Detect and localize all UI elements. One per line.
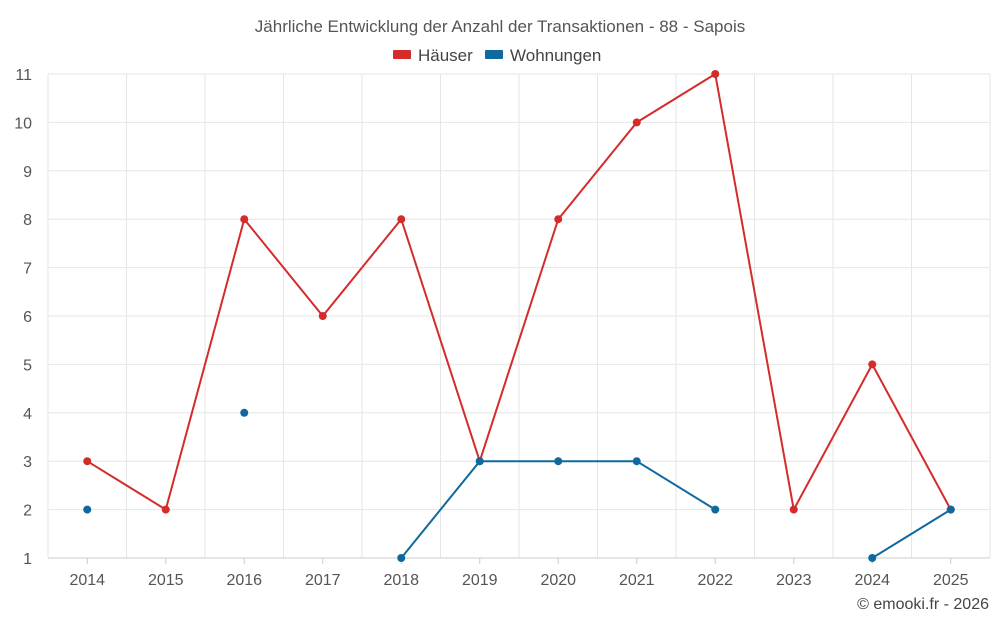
point-wohnungen-2022[interactable] bbox=[711, 505, 720, 514]
point-wohnungen-2018[interactable] bbox=[397, 554, 406, 562]
series-line-haeuser-0 bbox=[86, 73, 952, 511]
y-tick-label-6: 6 bbox=[23, 309, 32, 326]
point-wohnungen-2014[interactable] bbox=[83, 505, 92, 514]
series-line-wohnungen-3 bbox=[871, 508, 952, 559]
point-wohnungen-2020[interactable] bbox=[554, 457, 563, 466]
x-tick-label-2023: 2023 bbox=[776, 572, 812, 589]
point-haeuser-2023[interactable] bbox=[789, 505, 798, 514]
legend-label-wohnungen: Wohnungen bbox=[510, 46, 601, 65]
y-tick-label-8: 8 bbox=[23, 212, 32, 229]
legend-label-haeuser: Häuser bbox=[418, 46, 473, 65]
x-tick-label-2024: 2024 bbox=[854, 572, 890, 589]
chart-title: Jährliche Entwicklung der Anzahl der Tra… bbox=[255, 17, 745, 36]
axes: 1 2 3 4 5 6 7 8 9 10 11 2014 2015 2016 2017 2018 2019 202… bbox=[14, 67, 990, 589]
point-haeuser-2014[interactable] bbox=[83, 457, 92, 466]
gridlines bbox=[47, 73, 991, 558]
y-tick-label-9: 9 bbox=[23, 164, 32, 181]
point-haeuser-2015[interactable] bbox=[161, 505, 170, 514]
y-tick-label-3: 3 bbox=[23, 454, 32, 471]
legend-item-haeuser[interactable]: Häuser bbox=[393, 46, 473, 65]
point-wohnungen-2016[interactable] bbox=[240, 408, 249, 417]
point-wohnungen-2024[interactable] bbox=[868, 554, 877, 562]
y-tick-label-4: 4 bbox=[23, 406, 32, 423]
x-tick-label-2016: 2016 bbox=[226, 572, 262, 589]
point-haeuser-2018[interactable] bbox=[397, 215, 406, 224]
point-haeuser-2020[interactable] bbox=[554, 215, 563, 224]
point-wohnungen-2021[interactable] bbox=[632, 457, 641, 466]
x-tick-label-2025: 2025 bbox=[933, 572, 969, 589]
x-tick-label-2014: 2014 bbox=[69, 572, 105, 589]
point-haeuser-2017[interactable] bbox=[318, 312, 327, 320]
legend-swatch-haeuser bbox=[393, 50, 411, 59]
point-haeuser-2022[interactable] bbox=[711, 70, 720, 78]
x-tick-label-2018: 2018 bbox=[383, 572, 419, 589]
y-tick-label-2: 2 bbox=[23, 503, 32, 520]
y-tick-label-1: 1 bbox=[23, 551, 32, 568]
legend-swatch-wohnungen bbox=[485, 50, 503, 59]
point-wohnungen-2025[interactable] bbox=[946, 505, 955, 514]
legend-item-wohnungen[interactable]: Wohnungen bbox=[485, 46, 601, 65]
y-tick-label-5: 5 bbox=[23, 357, 32, 374]
legend: Häuser Wohnungen bbox=[393, 46, 601, 65]
y-tick-label-11: 11 bbox=[15, 67, 32, 84]
point-wohnungen-2019[interactable] bbox=[475, 457, 484, 466]
y-tick-label-10: 10 bbox=[14, 115, 32, 132]
point-haeuser-2024[interactable] bbox=[868, 360, 877, 369]
point-haeuser-2021[interactable] bbox=[632, 118, 641, 127]
x-tick-label-2017: 2017 bbox=[305, 572, 341, 589]
x-tick-label-2020: 2020 bbox=[540, 572, 576, 589]
x-tick-label-2021: 2021 bbox=[619, 572, 655, 589]
series bbox=[83, 70, 955, 562]
point-haeuser-2016[interactable] bbox=[240, 215, 249, 224]
series-wohnungen bbox=[83, 408, 955, 562]
x-tick-label-2022: 2022 bbox=[697, 572, 733, 589]
x-tick-label-2015: 2015 bbox=[148, 572, 184, 589]
y-tick-label-7: 7 bbox=[23, 261, 32, 278]
x-tick-label-2019: 2019 bbox=[462, 572, 498, 589]
credit-text: © emooki.fr - 2026 bbox=[857, 596, 989, 613]
